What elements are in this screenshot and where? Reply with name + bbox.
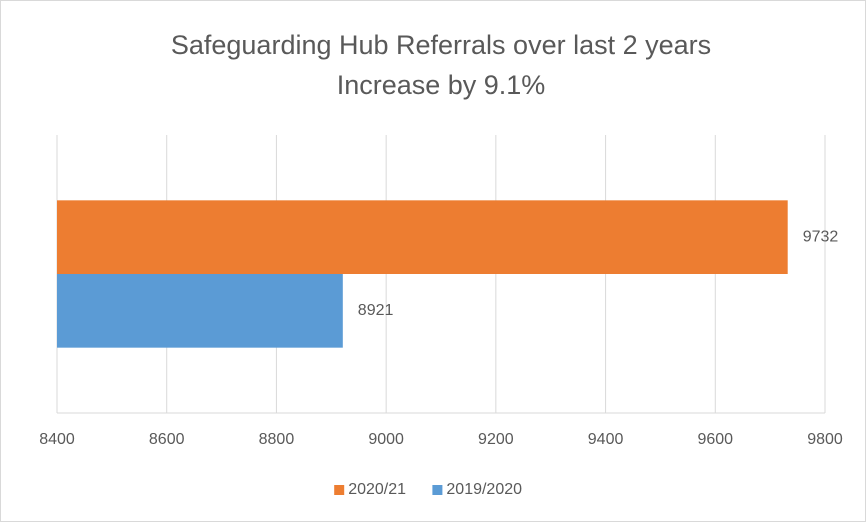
data-label: 8921 xyxy=(358,302,394,319)
legend-label: 2020/21 xyxy=(348,481,406,498)
legend-label: 2019/2020 xyxy=(446,481,522,498)
bar xyxy=(57,200,788,274)
data-label: 9732 xyxy=(803,228,839,245)
x-tick-label: 9800 xyxy=(807,431,843,448)
legend-swatch xyxy=(432,485,443,495)
x-tick-label: 9600 xyxy=(697,431,733,448)
x-tick-label: 9400 xyxy=(588,431,624,448)
chart-title: Safeguarding Hub Referrals over last 2 y… xyxy=(171,30,711,60)
chart-subtitle: Increase by 9.1% xyxy=(337,70,546,100)
x-tick-label: 8400 xyxy=(39,431,75,448)
x-tick-label: 9000 xyxy=(368,431,404,448)
x-tick-label: 9200 xyxy=(478,431,514,448)
bar xyxy=(57,274,343,348)
x-tick-label: 8600 xyxy=(149,431,185,448)
x-tick-label: 8800 xyxy=(259,431,295,448)
legend-swatch xyxy=(334,485,345,495)
